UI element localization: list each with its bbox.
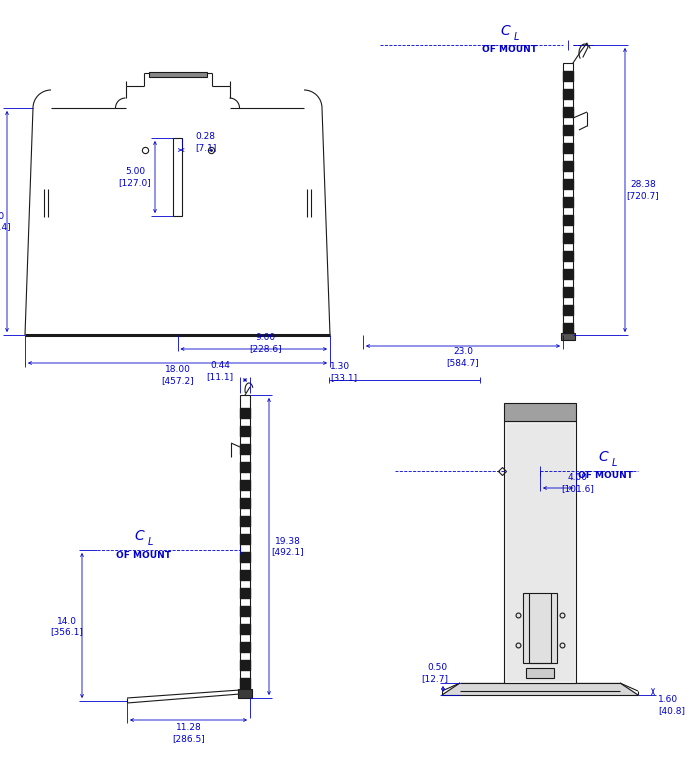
Bar: [526, 668, 554, 678]
Text: 13.0
[329.4]: 13.0 [329.4]: [0, 212, 11, 231]
Polygon shape: [507, 424, 573, 680]
Bar: [523, 593, 557, 663]
Polygon shape: [563, 179, 573, 189]
Polygon shape: [240, 660, 250, 670]
Text: $\bf\it{C}$: $\bf\it{C}$: [598, 450, 610, 464]
Text: OF MOUNT: OF MOUNT: [578, 472, 634, 481]
Polygon shape: [563, 89, 573, 99]
Polygon shape: [240, 552, 250, 562]
Polygon shape: [563, 197, 573, 207]
Text: $\bf\it{L}$: $\bf\it{L}$: [611, 456, 618, 468]
Polygon shape: [240, 516, 250, 526]
Polygon shape: [240, 588, 250, 598]
Bar: [173, 138, 182, 216]
Polygon shape: [240, 462, 250, 472]
Polygon shape: [240, 570, 250, 580]
Text: 11.28
[286.5]: 11.28 [286.5]: [172, 723, 205, 742]
Polygon shape: [240, 444, 250, 454]
Text: 5.00
[127.0]: 5.00 [127.0]: [118, 167, 151, 187]
Polygon shape: [240, 624, 250, 634]
Bar: [240, 395, 250, 690]
Polygon shape: [563, 107, 573, 117]
Text: 23.0
[584.7]: 23.0 [584.7]: [447, 347, 480, 367]
Text: 0.44
[11.1]: 0.44 [11.1]: [206, 362, 234, 381]
Polygon shape: [240, 408, 250, 418]
Text: OF MOUNT: OF MOUNT: [482, 46, 538, 54]
Text: 1.30
[33.1]: 1.30 [33.1]: [330, 362, 357, 382]
Polygon shape: [563, 71, 573, 81]
Bar: [561, 333, 575, 340]
Polygon shape: [240, 678, 250, 688]
Text: 28.38
[720.7]: 28.38 [720.7]: [626, 180, 659, 200]
Polygon shape: [563, 287, 573, 297]
Text: $\bf\it{L}$: $\bf\it{L}$: [513, 30, 520, 42]
Text: $\bf\it{C}$: $\bf\it{C}$: [134, 529, 146, 543]
Text: 1.60
[40.8]: 1.60 [40.8]: [658, 695, 685, 715]
Polygon shape: [563, 125, 573, 135]
Text: OF MOUNT: OF MOUNT: [116, 550, 172, 559]
Polygon shape: [563, 305, 573, 315]
Polygon shape: [563, 269, 573, 279]
Text: 14.0
[356.1]: 14.0 [356.1]: [50, 617, 83, 636]
Text: 0.50
[12.7]: 0.50 [12.7]: [421, 663, 448, 683]
Polygon shape: [563, 161, 573, 171]
Text: 19.38
[492.1]: 19.38 [492.1]: [272, 537, 304, 556]
Polygon shape: [240, 642, 250, 652]
Text: 0.28
[7.1]: 0.28 [7.1]: [195, 132, 216, 152]
Text: 18.00
[457.2]: 18.00 [457.2]: [161, 365, 194, 385]
Polygon shape: [240, 426, 250, 436]
Text: $\bf\it{L}$: $\bf\it{L}$: [147, 535, 154, 547]
Polygon shape: [240, 606, 250, 616]
Bar: [148, 72, 206, 77]
Polygon shape: [563, 215, 573, 225]
Polygon shape: [563, 143, 573, 153]
Bar: [504, 403, 576, 421]
Polygon shape: [563, 251, 573, 261]
Bar: [238, 689, 252, 698]
Text: $\bf\it{C}$: $\bf\it{C}$: [500, 24, 512, 38]
Polygon shape: [563, 233, 573, 243]
Bar: [563, 63, 573, 335]
Bar: [504, 421, 576, 683]
Polygon shape: [240, 534, 250, 544]
Text: 4.00
[101.6]: 4.00 [101.6]: [561, 473, 594, 493]
Polygon shape: [442, 683, 638, 695]
Text: 9.00
[228.6]: 9.00 [228.6]: [249, 333, 282, 353]
Polygon shape: [563, 323, 573, 333]
Polygon shape: [240, 480, 250, 490]
Polygon shape: [240, 498, 250, 508]
